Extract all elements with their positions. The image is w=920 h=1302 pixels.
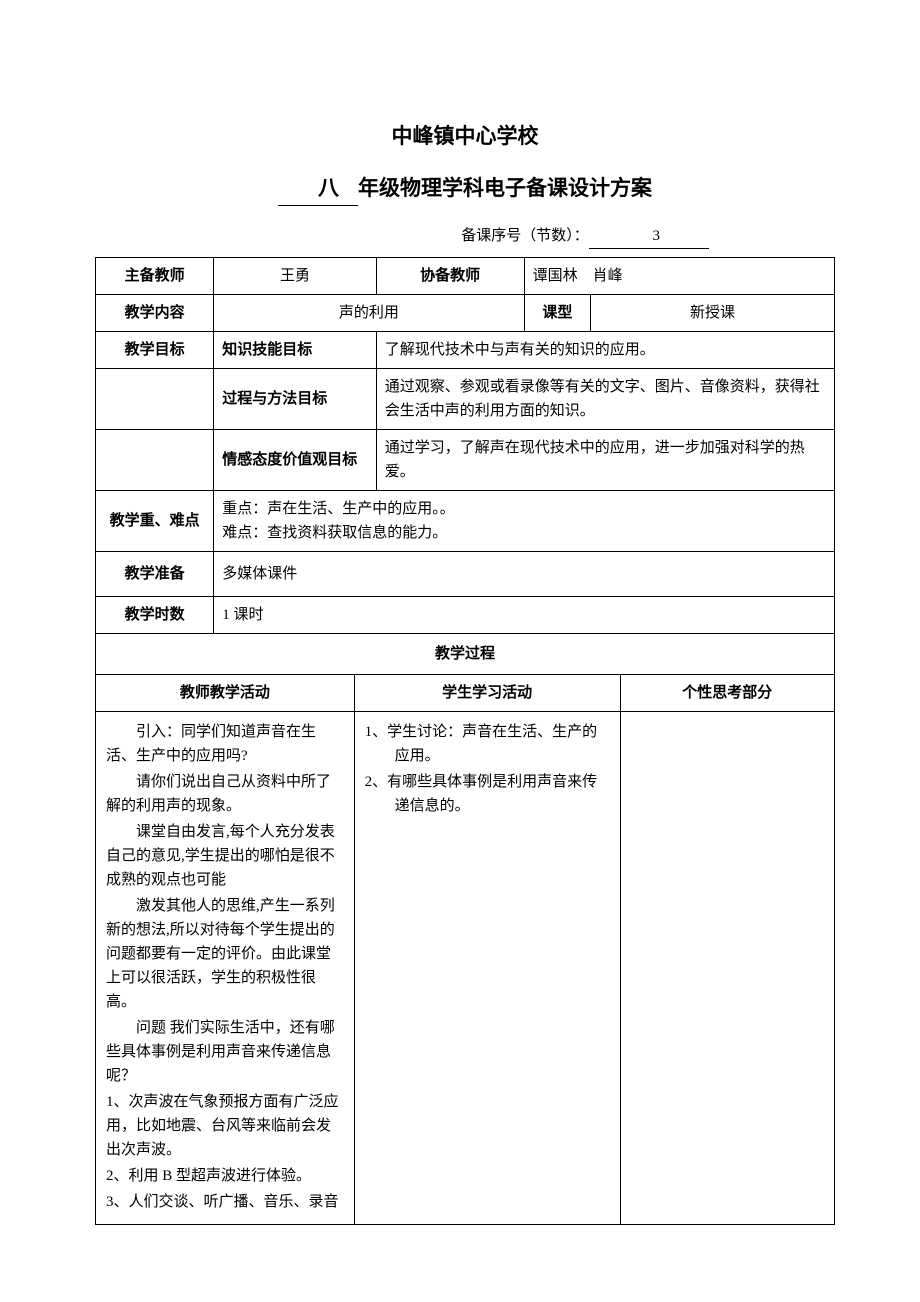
serial-line: 备课序号（节数）： 3 xyxy=(95,224,835,249)
hours-value: 1 课时 xyxy=(214,597,835,634)
student-list-item: 2、有哪些具体事例是利用声音来传递信息的。 xyxy=(365,770,610,818)
goal-label: 教学目标 xyxy=(96,332,214,369)
grade-value: 八 xyxy=(278,172,358,207)
emotion-value: 通过学习，了解声在现代技术中的应用，进一步加强对科学的热爱。 xyxy=(376,430,834,491)
prep-label: 教学准备 xyxy=(96,552,214,597)
table-row: 过程与方法目标 通过观察、参观或看录像等有关的文字、图片、音像资料，获得社会生活… xyxy=(96,369,835,430)
teacher-list-item: 1、次声波在气象预报方面有广泛应用，比如地震、台风等来临前会发出次声波。 xyxy=(106,1090,344,1162)
serial-label: 备课序号（节数）： xyxy=(461,228,589,244)
table-row: 教学时数 1 课时 xyxy=(96,597,835,634)
teacher-para: 课堂自由发言,每个人充分发表自己的意见,学生提出的哪怕是很不成熟的观点也可能 xyxy=(106,820,344,892)
personal-thinking-header: 个性思考部分 xyxy=(620,675,834,712)
table-row: 教学目标 知识技能目标 了解现代技术中与声有关的知识的应用。 xyxy=(96,332,835,369)
table-row: 主备教师 王勇 协备教师 谭国林 肖峰 xyxy=(96,258,835,295)
teacher-para: 问题 我们实际生活中，还有哪些具体事例是利用声音来传递信息呢？ xyxy=(106,1016,344,1088)
table-row: 教学重、难点 重点：声在生活、生产中的应用。。 难点：查找资料获取信息的能力。 xyxy=(96,491,835,552)
teacher-list-item: 2、利用 B 型超声波进行体验。 xyxy=(106,1164,344,1188)
empty-cell xyxy=(96,369,214,430)
assist-teacher-label: 协备教师 xyxy=(376,258,524,295)
table-row: 教学内容 声的利用 课型 新授课 xyxy=(96,295,835,332)
content-value: 声的利用 xyxy=(214,295,524,332)
table-row: 情感态度价值观目标 通过学习，了解声在现代技术中的应用，进一步加强对科学的热爱。 xyxy=(96,430,835,491)
lesson-plan-table: 主备教师 王勇 协备教师 谭国林 肖峰 教学内容 声的利用 课型 新授课 教学目… xyxy=(95,257,835,1225)
process-method-value: 通过观察、参观或看录像等有关的文字、图片、音像资料，获得社会生活中声的利用方面的… xyxy=(376,369,834,430)
title-suffix: 年级物理学科电子备课设计方案 xyxy=(358,177,652,200)
key-difficult-value: 重点：声在生活、生产中的应用。。 难点：查找资料获取信息的能力。 xyxy=(214,491,835,552)
student-activity-cell: 1、学生讨论：声音在生活、生产的应用。 2、有哪些具体事例是利用声音来传递信息的… xyxy=(354,712,620,1225)
school-title: 中峰镇中心学校 xyxy=(95,120,835,154)
lead-teacher-value: 王勇 xyxy=(214,258,377,295)
key-difficult-label: 教学重、难点 xyxy=(96,491,214,552)
teacher-para: 引入：同学们知道声音在生活、生产中的应用吗? xyxy=(106,720,344,768)
teacher-para: 激发其他人的思维,产生一系列新的想法,所以对待每个学生提出的问题都要有一定的评价… xyxy=(106,894,344,1014)
personal-thinking-cell xyxy=(620,712,834,1225)
teacher-list-item: 3、人们交谈、听广播、音乐、录音 xyxy=(106,1190,344,1214)
teacher-para: 请你们说出自己从资料中所了解的利用声的现象。 xyxy=(106,770,344,818)
knowledge-skill-label: 知识技能目标 xyxy=(214,332,377,369)
prep-value: 多媒体课件 xyxy=(214,552,835,597)
table-row: 教师教学活动 学生学习活动 个性思考部分 xyxy=(96,675,835,712)
lesson-type-value: 新授课 xyxy=(591,295,835,332)
content-label: 教学内容 xyxy=(96,295,214,332)
plan-title: 八 年级物理学科电子备课设计方案 xyxy=(95,172,835,207)
process-method-label: 过程与方法目标 xyxy=(214,369,377,430)
process-header: 教学过程 xyxy=(96,634,835,675)
teacher-activity-header: 教师教学活动 xyxy=(96,675,355,712)
lead-teacher-label: 主备教师 xyxy=(96,258,214,295)
student-list: 1、学生讨论：声音在生活、生产的应用。 2、有哪些具体事例是利用声音来传递信息的… xyxy=(365,720,610,818)
assist-teacher-value: 谭国林 肖峰 xyxy=(524,258,834,295)
hours-label: 教学时数 xyxy=(96,597,214,634)
serial-number: 3 xyxy=(589,224,709,249)
table-row: 教学过程 xyxy=(96,634,835,675)
table-row: 引入：同学们知道声音在生活、生产中的应用吗? 请你们说出自己从资料中所了解的利用… xyxy=(96,712,835,1225)
empty-cell xyxy=(96,430,214,491)
lesson-type-label: 课型 xyxy=(524,295,591,332)
emotion-label: 情感态度价值观目标 xyxy=(214,430,377,491)
student-list-item: 1、学生讨论：声音在生活、生产的应用。 xyxy=(365,720,610,768)
table-row: 教学准备 多媒体课件 xyxy=(96,552,835,597)
knowledge-skill-value: 了解现代技术中与声有关的知识的应用。 xyxy=(376,332,834,369)
student-activity-header: 学生学习活动 xyxy=(354,675,620,712)
teacher-activity-cell: 引入：同学们知道声音在生活、生产中的应用吗? 请你们说出自己从资料中所了解的利用… xyxy=(96,712,355,1225)
